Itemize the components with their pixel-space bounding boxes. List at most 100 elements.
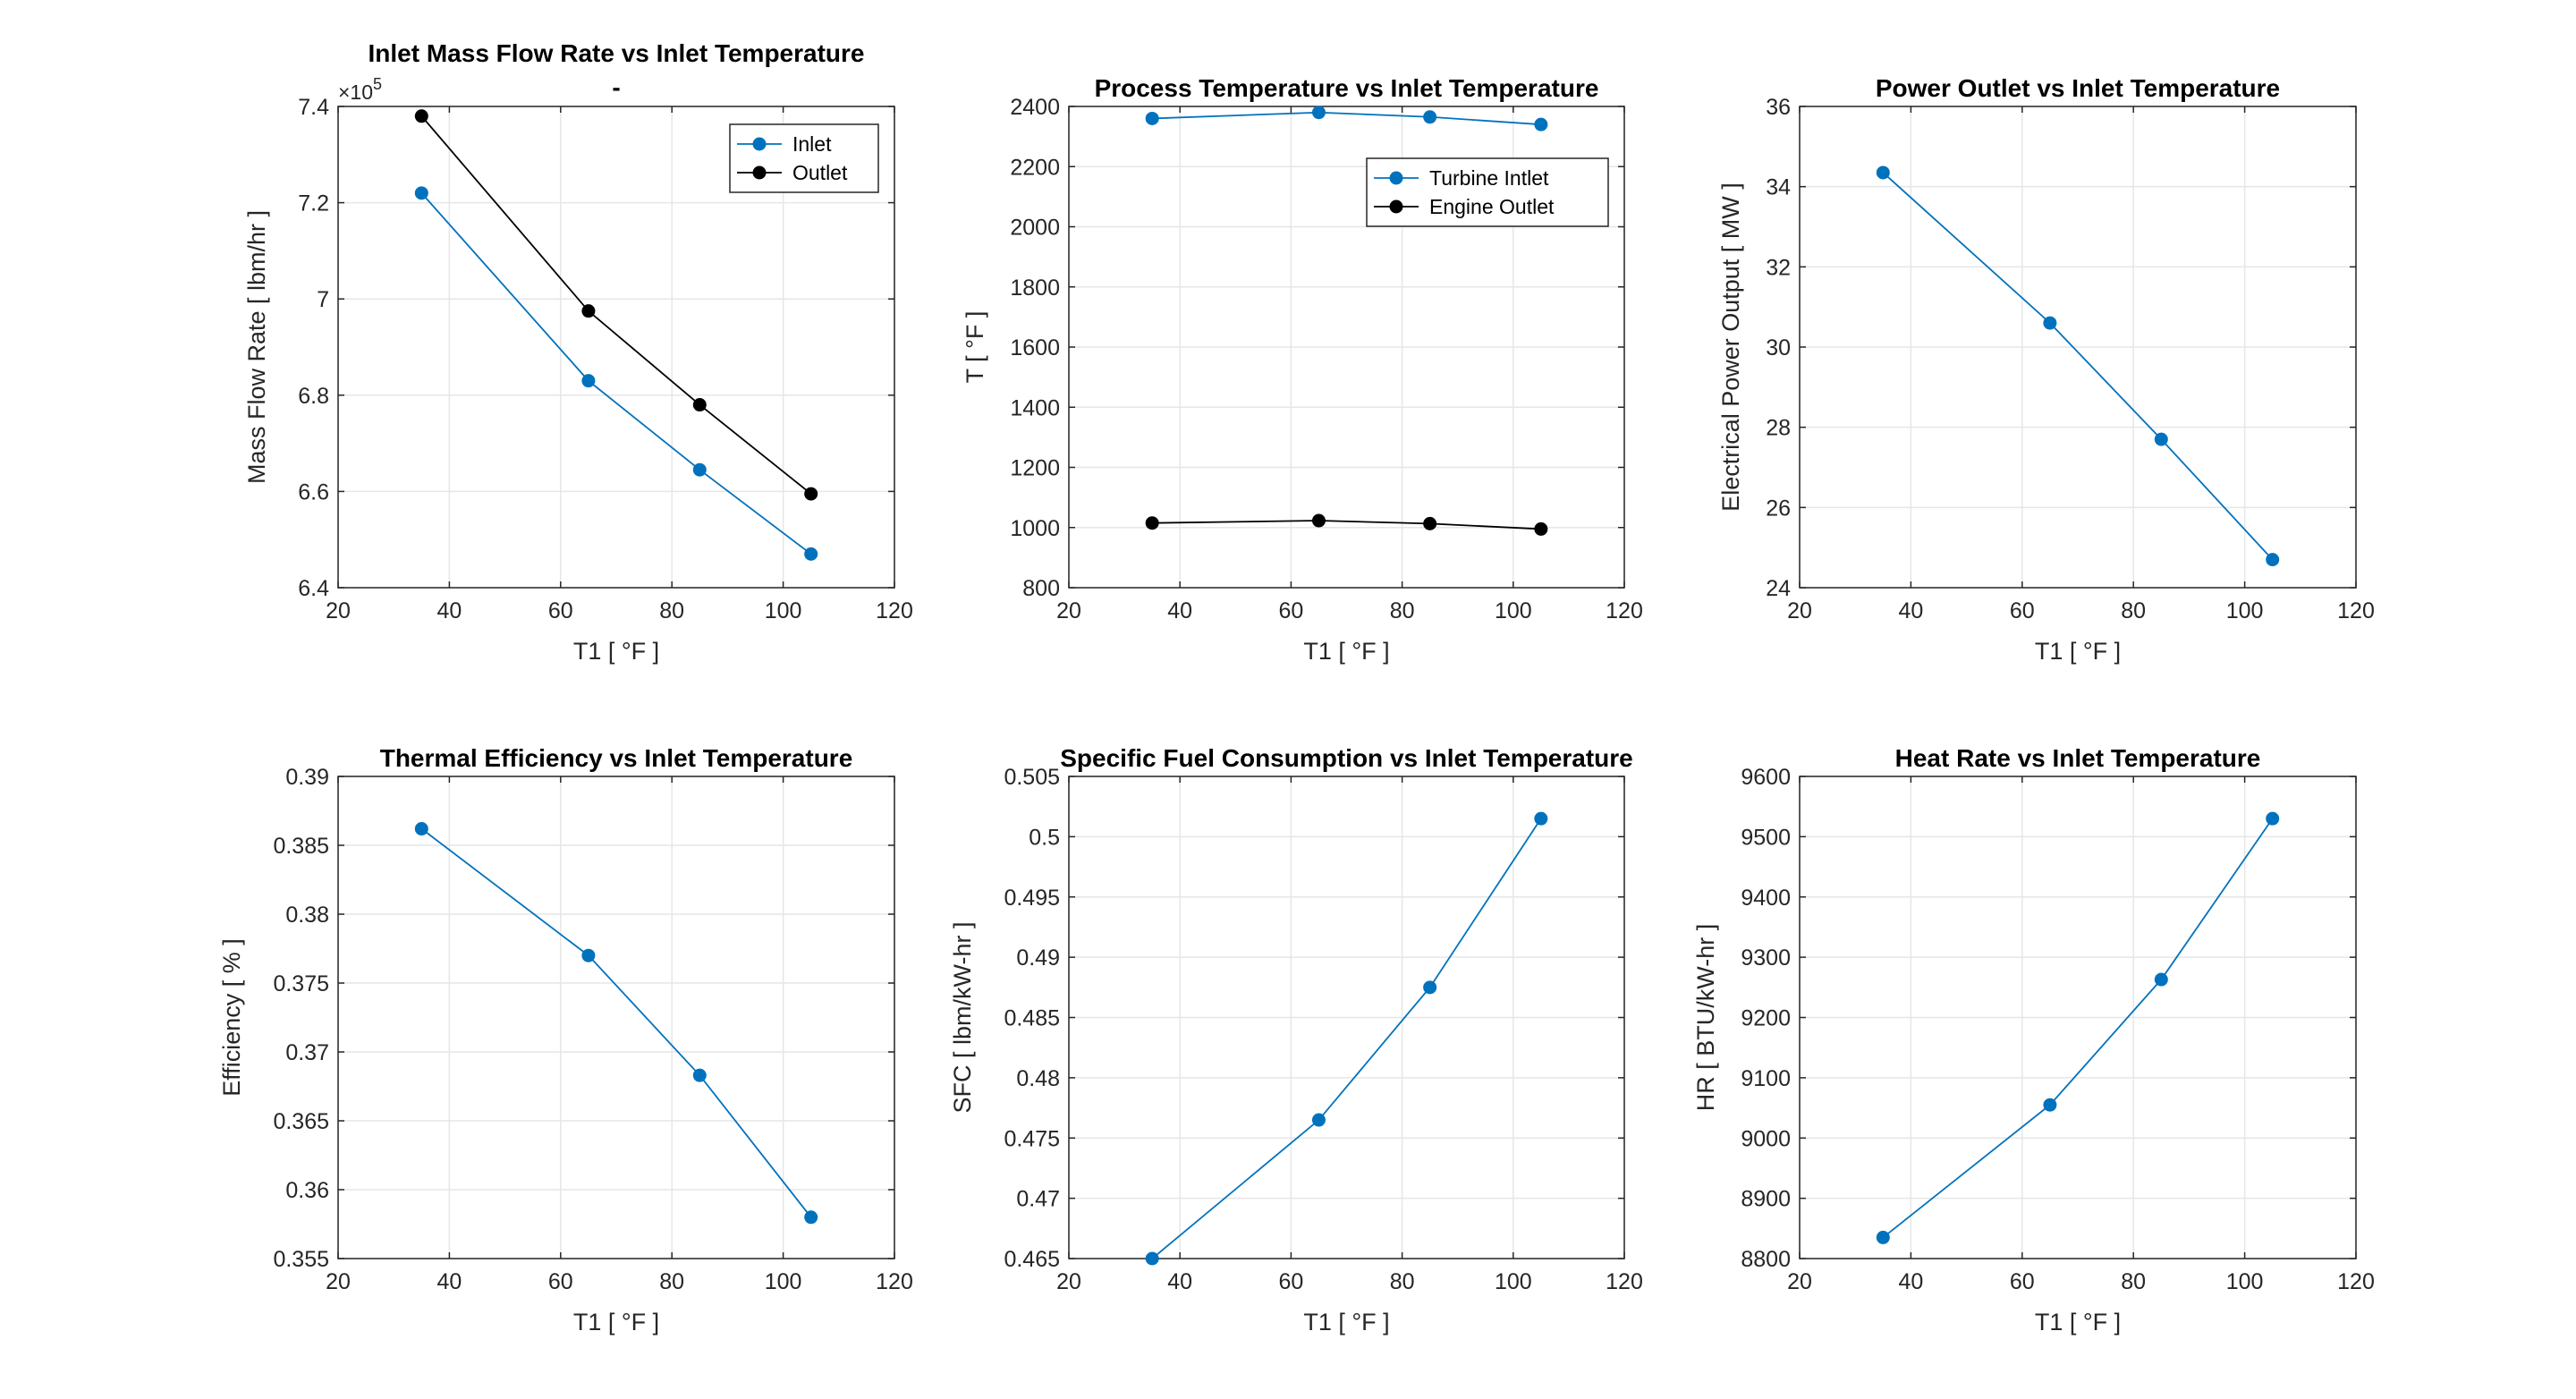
y-tick-label: 0.37 xyxy=(285,1040,329,1065)
y-tick-label: 800 xyxy=(1022,576,1060,601)
x-tick-label: 60 xyxy=(1278,598,1303,623)
chart-title: Process Temperature vs Inlet Temperature xyxy=(1095,74,1599,102)
y-axis-label: T [ °F ] xyxy=(962,311,988,384)
series-line-1 xyxy=(420,192,812,555)
series-line-1 xyxy=(1151,818,1542,1259)
data-point xyxy=(581,304,596,318)
x-tick-label: 100 xyxy=(2226,598,2264,623)
x-tick-label: 20 xyxy=(326,1269,351,1294)
x-tick-label: 120 xyxy=(1606,598,1643,623)
y-tick-label: 34 xyxy=(1766,175,1791,200)
x-tick-label: 20 xyxy=(1787,1269,1812,1294)
y-tick-label: 2000 xyxy=(1010,216,1060,241)
chart-panel-3: 20 40 60 80 100 120 24 26 28 30 32 34 36 Power Outlet… xyxy=(1717,74,2375,665)
x-tick-label: 20 xyxy=(326,598,351,623)
legend: Turbine Intlet Engine Outlet xyxy=(1366,157,1609,227)
chart-title: Inlet Mass Flow Rate vs Inlet Temperatur… xyxy=(369,39,865,67)
series-line-1 xyxy=(420,827,812,1218)
x-tick-label: 100 xyxy=(1495,598,1532,623)
legend: Inlet Outlet xyxy=(729,123,879,193)
y-tick-label: 8900 xyxy=(1741,1187,1791,1212)
data-point xyxy=(692,1068,707,1082)
data-point xyxy=(804,1210,818,1225)
legend-entry: Engine Outlet xyxy=(1429,195,1555,218)
y-tick-label: 6.4 xyxy=(298,576,329,601)
y-tick-label: 36 xyxy=(1766,95,1791,120)
data-point xyxy=(1534,811,1548,826)
x-tick-label: 40 xyxy=(436,1269,462,1294)
data-point xyxy=(692,398,707,412)
chart-panel-1: 20 40 60 80 100 120 6.4 6.6 6.8 7 7.2 7.4 Inlet Mass… xyxy=(243,39,913,665)
y-tick-label: 9200 xyxy=(1741,1006,1791,1031)
data-point xyxy=(581,374,596,388)
x-tick-label: 80 xyxy=(659,598,684,623)
x-axis-label: T1 [ °F ] xyxy=(1303,638,1389,665)
y-axis-label: SFC [ lbm/kW-hr ] xyxy=(949,921,976,1113)
y-tick-label: 9400 xyxy=(1741,886,1791,911)
y-tick-label: 9300 xyxy=(1741,945,1791,971)
data-point xyxy=(2154,972,2168,987)
x-tick-label: 80 xyxy=(2121,1269,2146,1294)
y-tick-label: 1000 xyxy=(1010,516,1060,541)
y-axis-label: Efficiency [ % ] xyxy=(218,938,245,1097)
x-tick-label: 100 xyxy=(1495,1269,1532,1294)
x-tick-label: 60 xyxy=(548,1269,573,1294)
series-line-2 xyxy=(420,115,812,495)
data-point xyxy=(2043,316,2057,330)
x-tick-label: 60 xyxy=(2010,1269,2035,1294)
x-tick-label: 120 xyxy=(1606,1269,1643,1294)
legend-box xyxy=(729,123,879,193)
y-tick-label: 9000 xyxy=(1741,1126,1791,1151)
data-point xyxy=(804,547,818,561)
x-tick-label: 100 xyxy=(765,598,802,623)
y-tick-label: 1200 xyxy=(1010,456,1060,481)
data-point xyxy=(1534,521,1548,536)
x-tick-label: 40 xyxy=(1898,1269,1923,1294)
y-tick-label: 0.505 xyxy=(1004,765,1060,790)
y-exponent-power: 5 xyxy=(373,75,382,93)
y-tick-label: 2200 xyxy=(1010,155,1060,180)
x-tick-label: 20 xyxy=(1056,598,1081,623)
y-tick-label: 32 xyxy=(1766,255,1791,280)
y-tick-label: 0.465 xyxy=(1004,1247,1060,1272)
chart-title: Thermal Efficiency vs Inlet Temperature xyxy=(380,744,853,772)
legend-swatch-marker xyxy=(752,137,767,151)
x-tick-label: 100 xyxy=(2226,1269,2264,1294)
data-point xyxy=(1145,111,1159,125)
series-line-1 xyxy=(1152,111,1541,126)
data-point xyxy=(804,487,818,501)
y-tick-label: 6.8 xyxy=(298,384,329,409)
y-tick-label: 9500 xyxy=(1741,825,1791,850)
y-tick-label: 1800 xyxy=(1010,276,1060,301)
chart-title: Specific Fuel Consumption vs Inlet Tempe… xyxy=(1060,744,1633,772)
chart-subtitle: - xyxy=(612,73,620,101)
x-tick-label: 120 xyxy=(2337,598,2375,623)
y-tick-label: 0.385 xyxy=(273,834,329,859)
chart-panel-4: 20 40 60 80 100 120 0.355 0.36 0.365 0.37 0.375 0.3… xyxy=(218,744,913,1335)
y-tick-label: 0.475 xyxy=(1004,1126,1060,1151)
y-tick-label: 0.47 xyxy=(1016,1187,1060,1212)
axes-box xyxy=(337,106,895,589)
y-axis-label: HR [ BTU/kW-hr ] xyxy=(1692,924,1719,1112)
series-line-1 xyxy=(1882,818,2274,1239)
y-tick-label: 0.48 xyxy=(1016,1066,1060,1091)
y-tick-label: 9600 xyxy=(1741,765,1791,790)
y-tick-label: 1400 xyxy=(1010,395,1060,420)
x-tick-label: 40 xyxy=(1167,1269,1192,1294)
series-line-1 xyxy=(1882,172,2274,561)
x-tick-label: 120 xyxy=(876,598,913,623)
y-tick-label: 0.36 xyxy=(285,1178,329,1203)
data-point xyxy=(581,948,596,962)
x-axis-label: T1 [ °F ] xyxy=(573,1309,659,1335)
x-tick-label: 20 xyxy=(1787,598,1812,623)
data-point xyxy=(414,186,428,200)
y-tick-label: 8800 xyxy=(1741,1247,1791,1272)
y-tick-label: 0.375 xyxy=(273,971,329,996)
y-tick-label: 0.495 xyxy=(1004,886,1060,911)
y-tick-label: 28 xyxy=(1766,416,1791,441)
data-point xyxy=(1145,516,1159,530)
legend-entry: Outlet xyxy=(792,161,848,184)
y-tick-label: 0.5 xyxy=(1029,825,1060,850)
data-point xyxy=(414,822,428,836)
